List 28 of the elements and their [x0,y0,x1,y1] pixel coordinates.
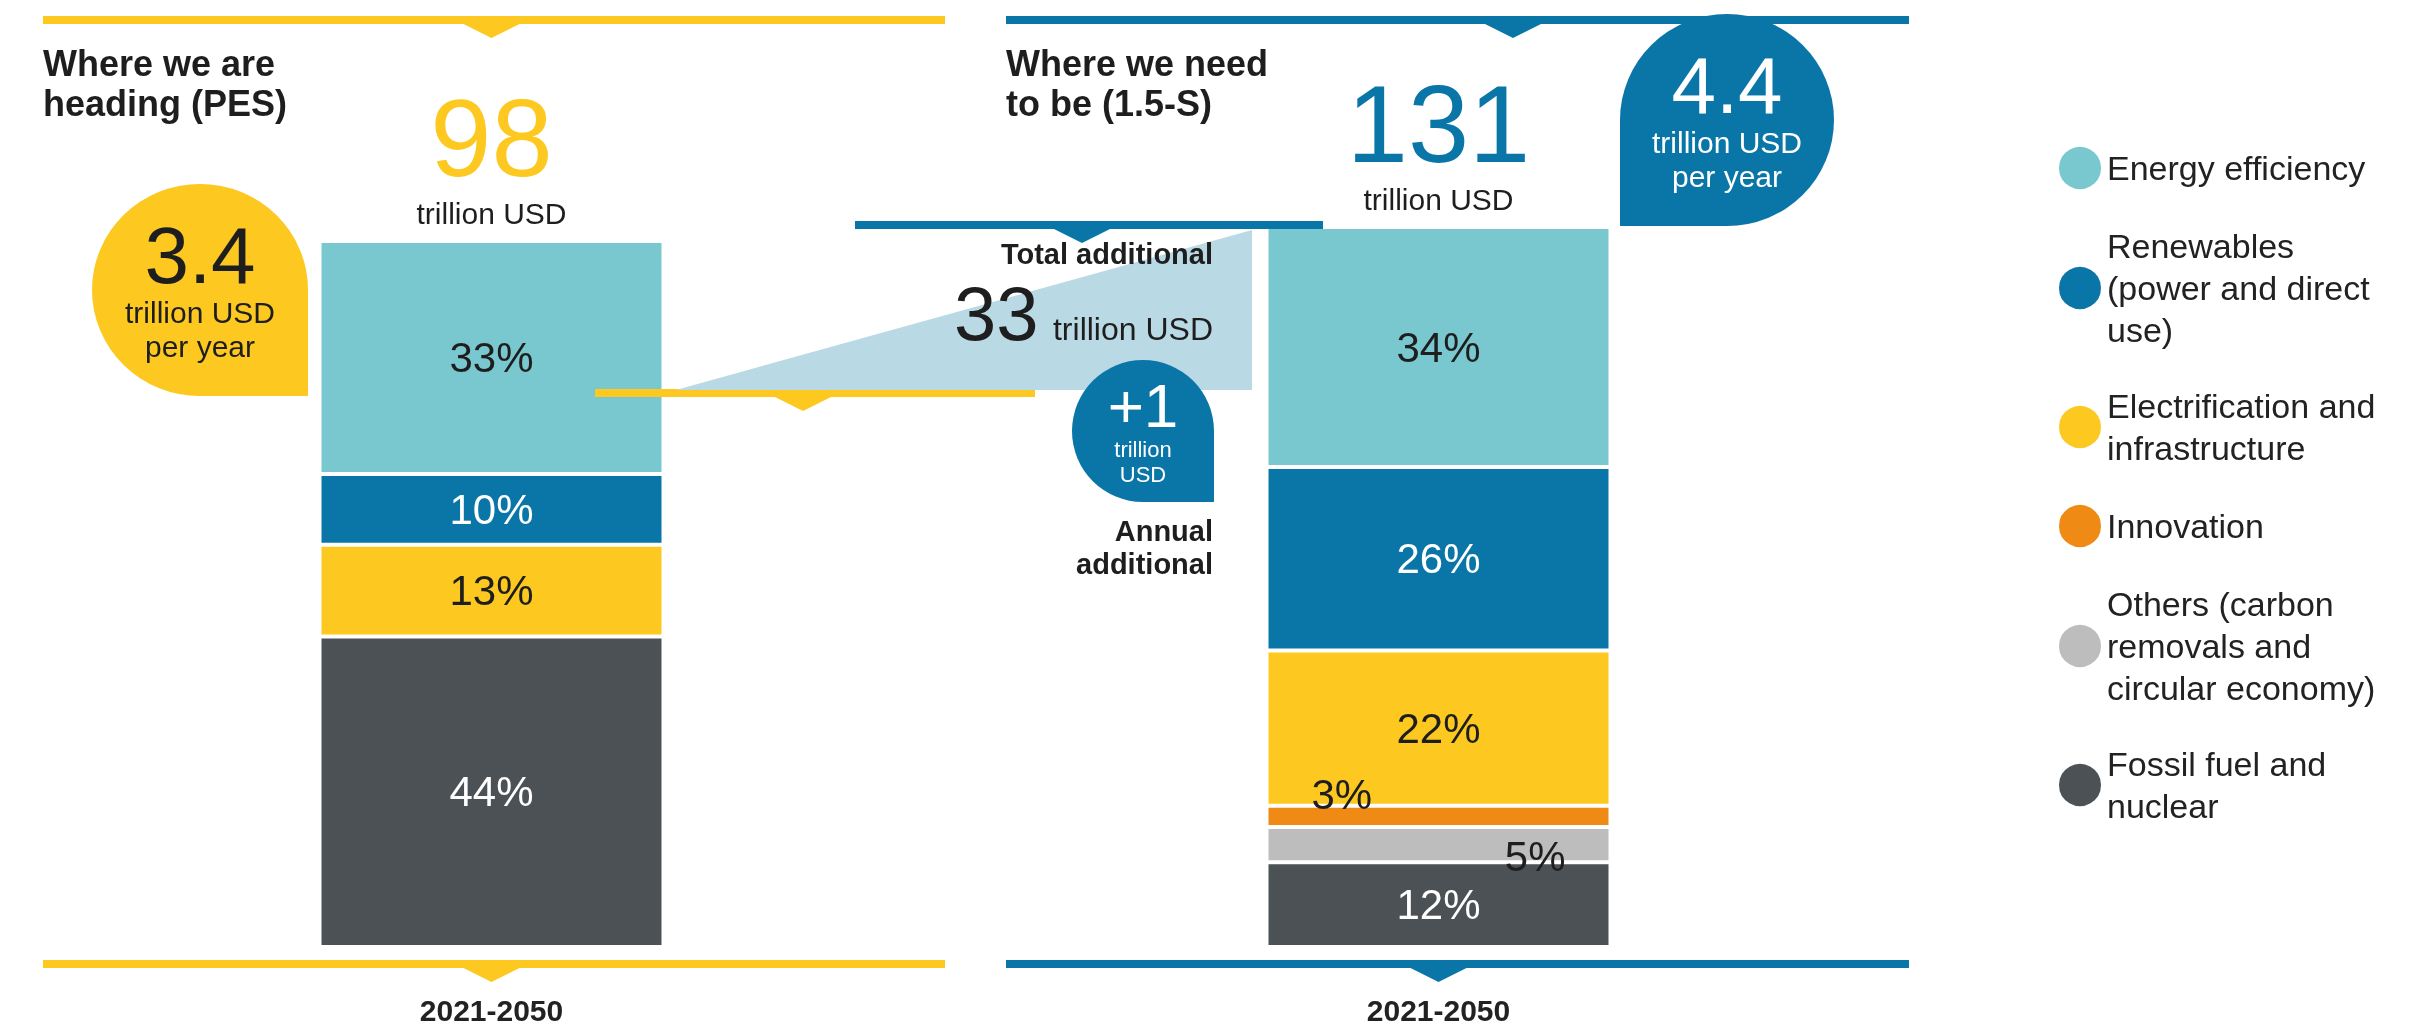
legend-label: Energy efficiency [2107,149,2366,187]
data-label: 26% [1396,535,1481,583]
annotation: +1 trillion USD [1106,370,1180,488]
x-tick-label: 2021-2050 [419,993,564,1025]
callout-bubble: 4.4 trillion USD per year [1620,14,1834,226]
annotation: Annual additional [1075,515,1213,582]
data-label: 12% [1396,881,1481,929]
data-label: 34% [1396,323,1481,371]
legend-label: Renewables (power and direct use) [2107,227,2380,349]
legend-label: Others (carbon removals and circular economy) [2107,585,2376,707]
annotation: 3.4 trillion USD per year [124,210,276,365]
x-tick-label: 2021-2050 [1366,993,1511,1025]
annotation: Total additional [999,238,1213,271]
legend-label: Innovation [2107,507,2264,545]
legend-label: Electrification and infrastructure [2107,387,2385,467]
data-label: 10% [449,485,534,533]
text: Where we are heading (PES) [43,43,289,124]
callout-bubble: +1 trillion USD [1072,360,1214,502]
text: Where we need to be (1.5-S) [1006,43,1270,124]
callout-bubble: 3.4 trillion USD per year [92,184,308,396]
text: 131 trillion USD [1345,62,1532,217]
data-label: 13% [449,567,534,615]
annotation: 33 trillion USD [953,271,1213,356]
data-label: 33% [449,334,534,382]
text: 98 trillion USD [415,76,568,232]
data-label: 22% [1396,704,1481,752]
data-label: 44% [449,768,534,816]
legend-label: Fossil fuel and nuclear [2107,745,2336,825]
